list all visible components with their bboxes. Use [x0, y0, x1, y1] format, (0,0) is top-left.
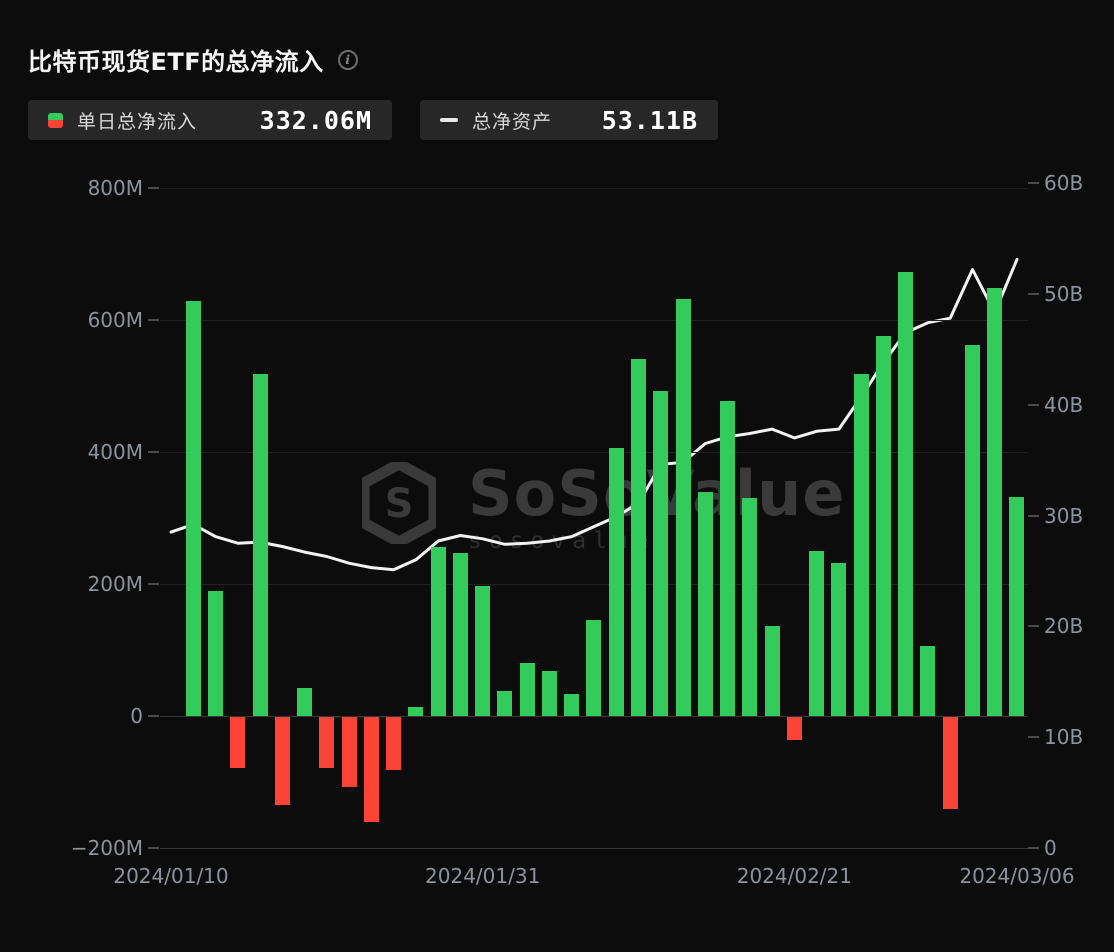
right-tick-50B [1028, 292, 1039, 295]
left-tick-0 [148, 715, 159, 717]
y-axis-label-right: 40B [1044, 392, 1084, 417]
gridline-400M [160, 451, 1028, 453]
sosovalue-cube-logo: S [362, 462, 436, 544]
x-axis-label: 2024/02/21 [736, 864, 852, 888]
bar-2024/02/02[interactable] [519, 663, 535, 716]
bar-2024/02/13[interactable] [675, 298, 691, 716]
gridline--200M [160, 847, 1028, 849]
bar-2024/03/04[interactable] [964, 345, 980, 716]
line-series-icon [440, 118, 458, 122]
bar-2024/01/24[interactable] [363, 717, 379, 822]
y-axis-label-right: 0 [1044, 836, 1057, 860]
bar-2024/02/20[interactable] [764, 626, 780, 716]
y-axis-label-left: 200M [87, 572, 143, 596]
bar-2024/02/28[interactable] [898, 271, 914, 716]
gridline-200M [160, 583, 1028, 585]
bar-2024/01/22[interactable] [319, 717, 335, 768]
legend-daily-net-inflow-value: 332.06M [259, 105, 372, 135]
bar-2024/01/11[interactable] [185, 300, 201, 716]
bar-2024/02/22[interactable] [809, 551, 825, 716]
legend-total-net-assets-label: 总净资产 [472, 110, 553, 133]
bar-2024/01/26[interactable] [408, 706, 424, 716]
y-axis-label-right: 30B [1044, 503, 1084, 528]
bar-2024/02/09[interactable] [631, 358, 647, 716]
y-axis-label-left: 600M [87, 308, 143, 332]
title-row: 比特币现货ETF的总净流入 i [28, 42, 358, 77]
y-axis-label-right: 20B [1044, 614, 1084, 639]
right-tick-60B [1028, 182, 1039, 184]
bar-2024/03/01[interactable] [942, 717, 958, 809]
bar-2024/01/23[interactable] [341, 717, 357, 787]
left-tick-400M [148, 451, 159, 453]
bar-2024/01/16[interactable] [230, 717, 246, 768]
bar-2024/02/21[interactable] [786, 717, 802, 741]
right-tick-20B [1028, 625, 1039, 628]
legend-daily-net-inflow[interactable]: 单日总净流入 332.06M [28, 100, 392, 140]
bar-2024/02/05[interactable] [541, 671, 557, 716]
y-axis-label-left: 400M [87, 440, 143, 464]
legend-total-net-assets[interactable]: 总净资产 53.11B [420, 100, 718, 140]
left-tick-800M [148, 187, 159, 189]
right-tick-30B [1028, 514, 1039, 517]
bar-2024/02/06[interactable] [564, 693, 580, 716]
bar-2024/02/01[interactable] [497, 690, 513, 716]
bar-2024/02/26[interactable] [853, 374, 869, 716]
right-tick-10B [1028, 736, 1039, 739]
page-title: 比特币现货ETF的总净流入 [28, 48, 324, 76]
y-axis-label-right: 10B [1044, 725, 1084, 750]
left-tick-200M [148, 583, 159, 585]
bar-2024/02/08[interactable] [608, 448, 624, 716]
legend: 单日总净流入 332.06M 总净资产 53.11B [28, 100, 718, 140]
bar-2024/01/25[interactable] [386, 717, 402, 770]
left-tick-600M [148, 319, 159, 321]
bar-2024/02/14[interactable] [697, 492, 713, 716]
bar-2024/01/29[interactable] [430, 547, 446, 716]
gridline-600M [160, 319, 1028, 321]
y-axis-label-left: 0 [130, 704, 143, 728]
y-axis-label-left: −200M [70, 836, 143, 860]
gridline-800M [160, 187, 1028, 189]
gridline-0 [160, 715, 1028, 717]
bar-2024/02/27[interactable] [875, 335, 891, 716]
bar-series-icon [48, 112, 63, 128]
bar-2024/01/17[interactable] [252, 374, 268, 716]
y-axis-label-right: 60B [1044, 171, 1084, 195]
left-tick--200M [148, 847, 159, 849]
legend-daily-net-inflow-label: 单日总净流入 [77, 110, 198, 133]
bar-2024/01/30[interactable] [452, 552, 468, 716]
y-axis-label-left: 800M [87, 176, 143, 200]
info-icon[interactable]: i [337, 49, 358, 70]
bar-2024/02/29[interactable] [920, 646, 936, 716]
bar-2024/02/23[interactable] [831, 562, 847, 716]
bar-2024/02/16[interactable] [742, 498, 758, 716]
bar-2024/01/18[interactable] [274, 717, 290, 805]
right-tick-0 [1028, 847, 1039, 849]
x-axis-label: 2024/03/06 [959, 864, 1075, 888]
bar-2024/01/31[interactable] [475, 585, 491, 716]
svg-text:S: S [385, 481, 414, 527]
bar-2024/01/12[interactable] [208, 590, 224, 716]
x-axis-label: 2024/01/10 [113, 864, 229, 888]
bar-2024/03/06[interactable] [1009, 496, 1025, 716]
bar-2024/02/15[interactable] [720, 401, 736, 716]
bar-2024/03/05[interactable] [987, 288, 1003, 716]
bar-2024/02/07[interactable] [586, 620, 602, 716]
bar-2024/01/19[interactable] [297, 688, 313, 716]
right-tick-40B [1028, 403, 1039, 406]
y-axis-label-right: 50B [1044, 281, 1084, 306]
watermark: S SoSoValue sosovalue.xyz [362, 462, 845, 554]
legend-total-net-assets-value: 53.11B [601, 105, 698, 135]
x-axis-label: 2024/01/31 [425, 864, 541, 888]
bar-2024/02/12[interactable] [653, 390, 669, 716]
